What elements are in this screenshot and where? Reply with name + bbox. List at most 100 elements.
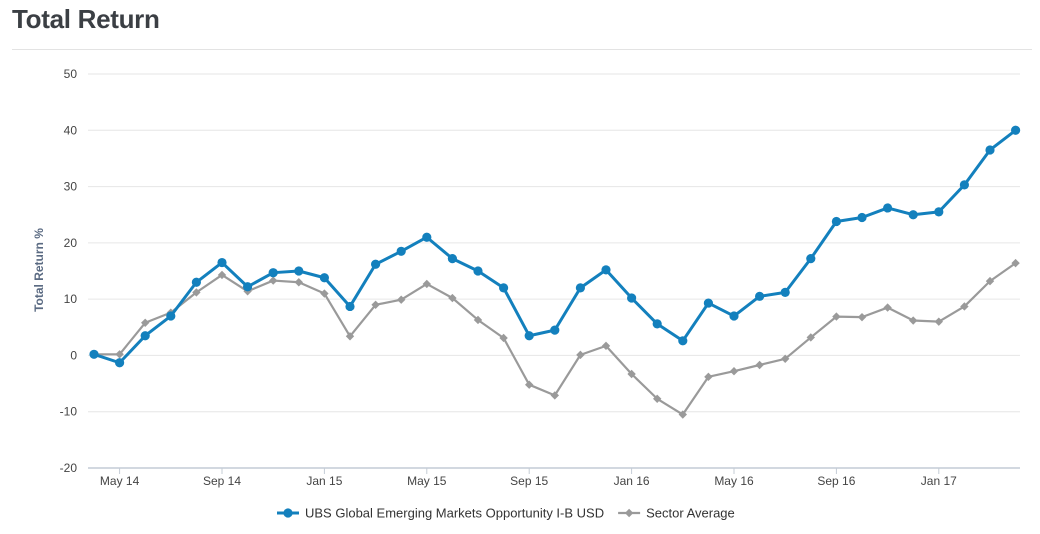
y-tick-label: 30 <box>64 180 78 194</box>
data-point <box>320 289 329 298</box>
x-tick-label: Jan 17 <box>921 474 957 488</box>
data-point <box>243 282 253 292</box>
data-point <box>499 333 508 343</box>
data-point <box>396 246 406 256</box>
x-tick-label: May 16 <box>714 474 754 488</box>
data-point <box>857 312 867 322</box>
legend-label: UBS Global Emerging Markets Opportunity … <box>305 506 604 521</box>
data-point <box>934 317 943 326</box>
legend-marker <box>283 508 293 518</box>
data-point <box>115 358 125 368</box>
data-point <box>473 315 483 325</box>
x-tick-label: Jan 15 <box>306 474 342 488</box>
data-point <box>729 366 739 376</box>
data-point <box>89 349 99 359</box>
data-point <box>269 276 278 285</box>
data-point <box>192 288 201 297</box>
data-point <box>371 300 380 309</box>
y-tick-label: 40 <box>64 123 78 137</box>
data-point <box>525 380 534 389</box>
y-tick-label: -10 <box>60 405 78 419</box>
data-point <box>755 291 765 301</box>
data-point <box>575 283 586 293</box>
data-point <box>422 232 432 242</box>
data-point <box>601 341 611 351</box>
x-tick-label: May 15 <box>407 474 447 488</box>
data-point <box>371 259 381 269</box>
data-point <box>397 295 406 304</box>
data-point <box>652 319 662 329</box>
data-point <box>294 278 303 287</box>
data-point <box>832 312 841 321</box>
series-ubs-fund <box>89 125 1021 368</box>
data-point <box>627 293 637 303</box>
x-axis-ticks: May 14 Sep 14 Jan 15 May 15 Sep 15 Jan 16 May … <box>100 468 957 488</box>
data-point <box>140 331 150 341</box>
x-tick-label: Sep 14 <box>203 474 241 488</box>
legend-label: Sector Average <box>646 506 735 521</box>
data-point <box>704 372 713 382</box>
data-point <box>985 276 995 286</box>
data-point <box>959 180 970 190</box>
data-point <box>1011 125 1021 135</box>
data-point <box>985 145 995 155</box>
x-tick-label: Sep 15 <box>510 474 548 488</box>
x-tick-label: Jan 16 <box>614 474 650 488</box>
data-point <box>217 270 227 280</box>
data-point <box>934 207 944 217</box>
data-point <box>447 254 457 264</box>
legend-item-ubs-fund[interactable]: UBS Global Emerging Markets Opportunity … <box>277 506 604 521</box>
data-point <box>268 268 278 278</box>
data-point <box>678 410 687 419</box>
data-point <box>908 210 918 220</box>
data-point <box>960 302 969 311</box>
x-tick-label: May 14 <box>100 474 140 488</box>
data-point <box>166 311 176 321</box>
data-point <box>217 257 227 268</box>
data-point <box>627 369 636 379</box>
data-point <box>678 336 688 346</box>
data-point <box>448 293 457 303</box>
series-layer <box>89 125 1021 419</box>
data-point <box>524 331 534 341</box>
y-tick-label: 10 <box>64 292 78 306</box>
page-title: Total Return <box>12 4 160 34</box>
legend[interactable]: UBS Global Emerging Markets Opportunity … <box>277 506 735 521</box>
data-point <box>115 350 124 359</box>
data-point <box>831 216 842 227</box>
data-point <box>653 394 662 403</box>
data-point <box>909 316 918 325</box>
data-point <box>883 203 893 213</box>
data-point <box>191 277 201 287</box>
data-point <box>857 212 867 223</box>
data-point <box>141 318 150 327</box>
data-point <box>499 283 509 293</box>
legend-item-sector-average[interactable]: Sector Average <box>618 506 735 521</box>
data-point <box>755 360 764 370</box>
data-point <box>294 266 304 276</box>
legend-marker <box>624 508 634 518</box>
data-point <box>1011 258 1020 268</box>
data-point <box>781 354 790 364</box>
y-axis-title: Total Return % <box>32 228 46 312</box>
data-point <box>703 298 714 308</box>
y-tick-label: 20 <box>64 236 78 250</box>
data-point <box>550 391 559 400</box>
y-gridlines <box>88 73 1020 413</box>
data-point <box>473 266 483 276</box>
title-divider <box>12 49 1032 50</box>
data-point <box>319 273 329 283</box>
data-point <box>806 254 816 264</box>
series-sector-average <box>89 258 1020 419</box>
data-point <box>883 303 892 312</box>
data-point <box>729 311 739 321</box>
data-point <box>345 332 355 341</box>
data-point <box>422 279 431 289</box>
y-axis-ticks: -20 -10 0 10 20 30 40 50 <box>60 67 78 475</box>
data-point <box>601 265 611 275</box>
data-point <box>780 287 790 297</box>
y-tick-label: 0 <box>70 348 77 362</box>
data-point <box>345 301 355 312</box>
data-point <box>806 333 815 342</box>
